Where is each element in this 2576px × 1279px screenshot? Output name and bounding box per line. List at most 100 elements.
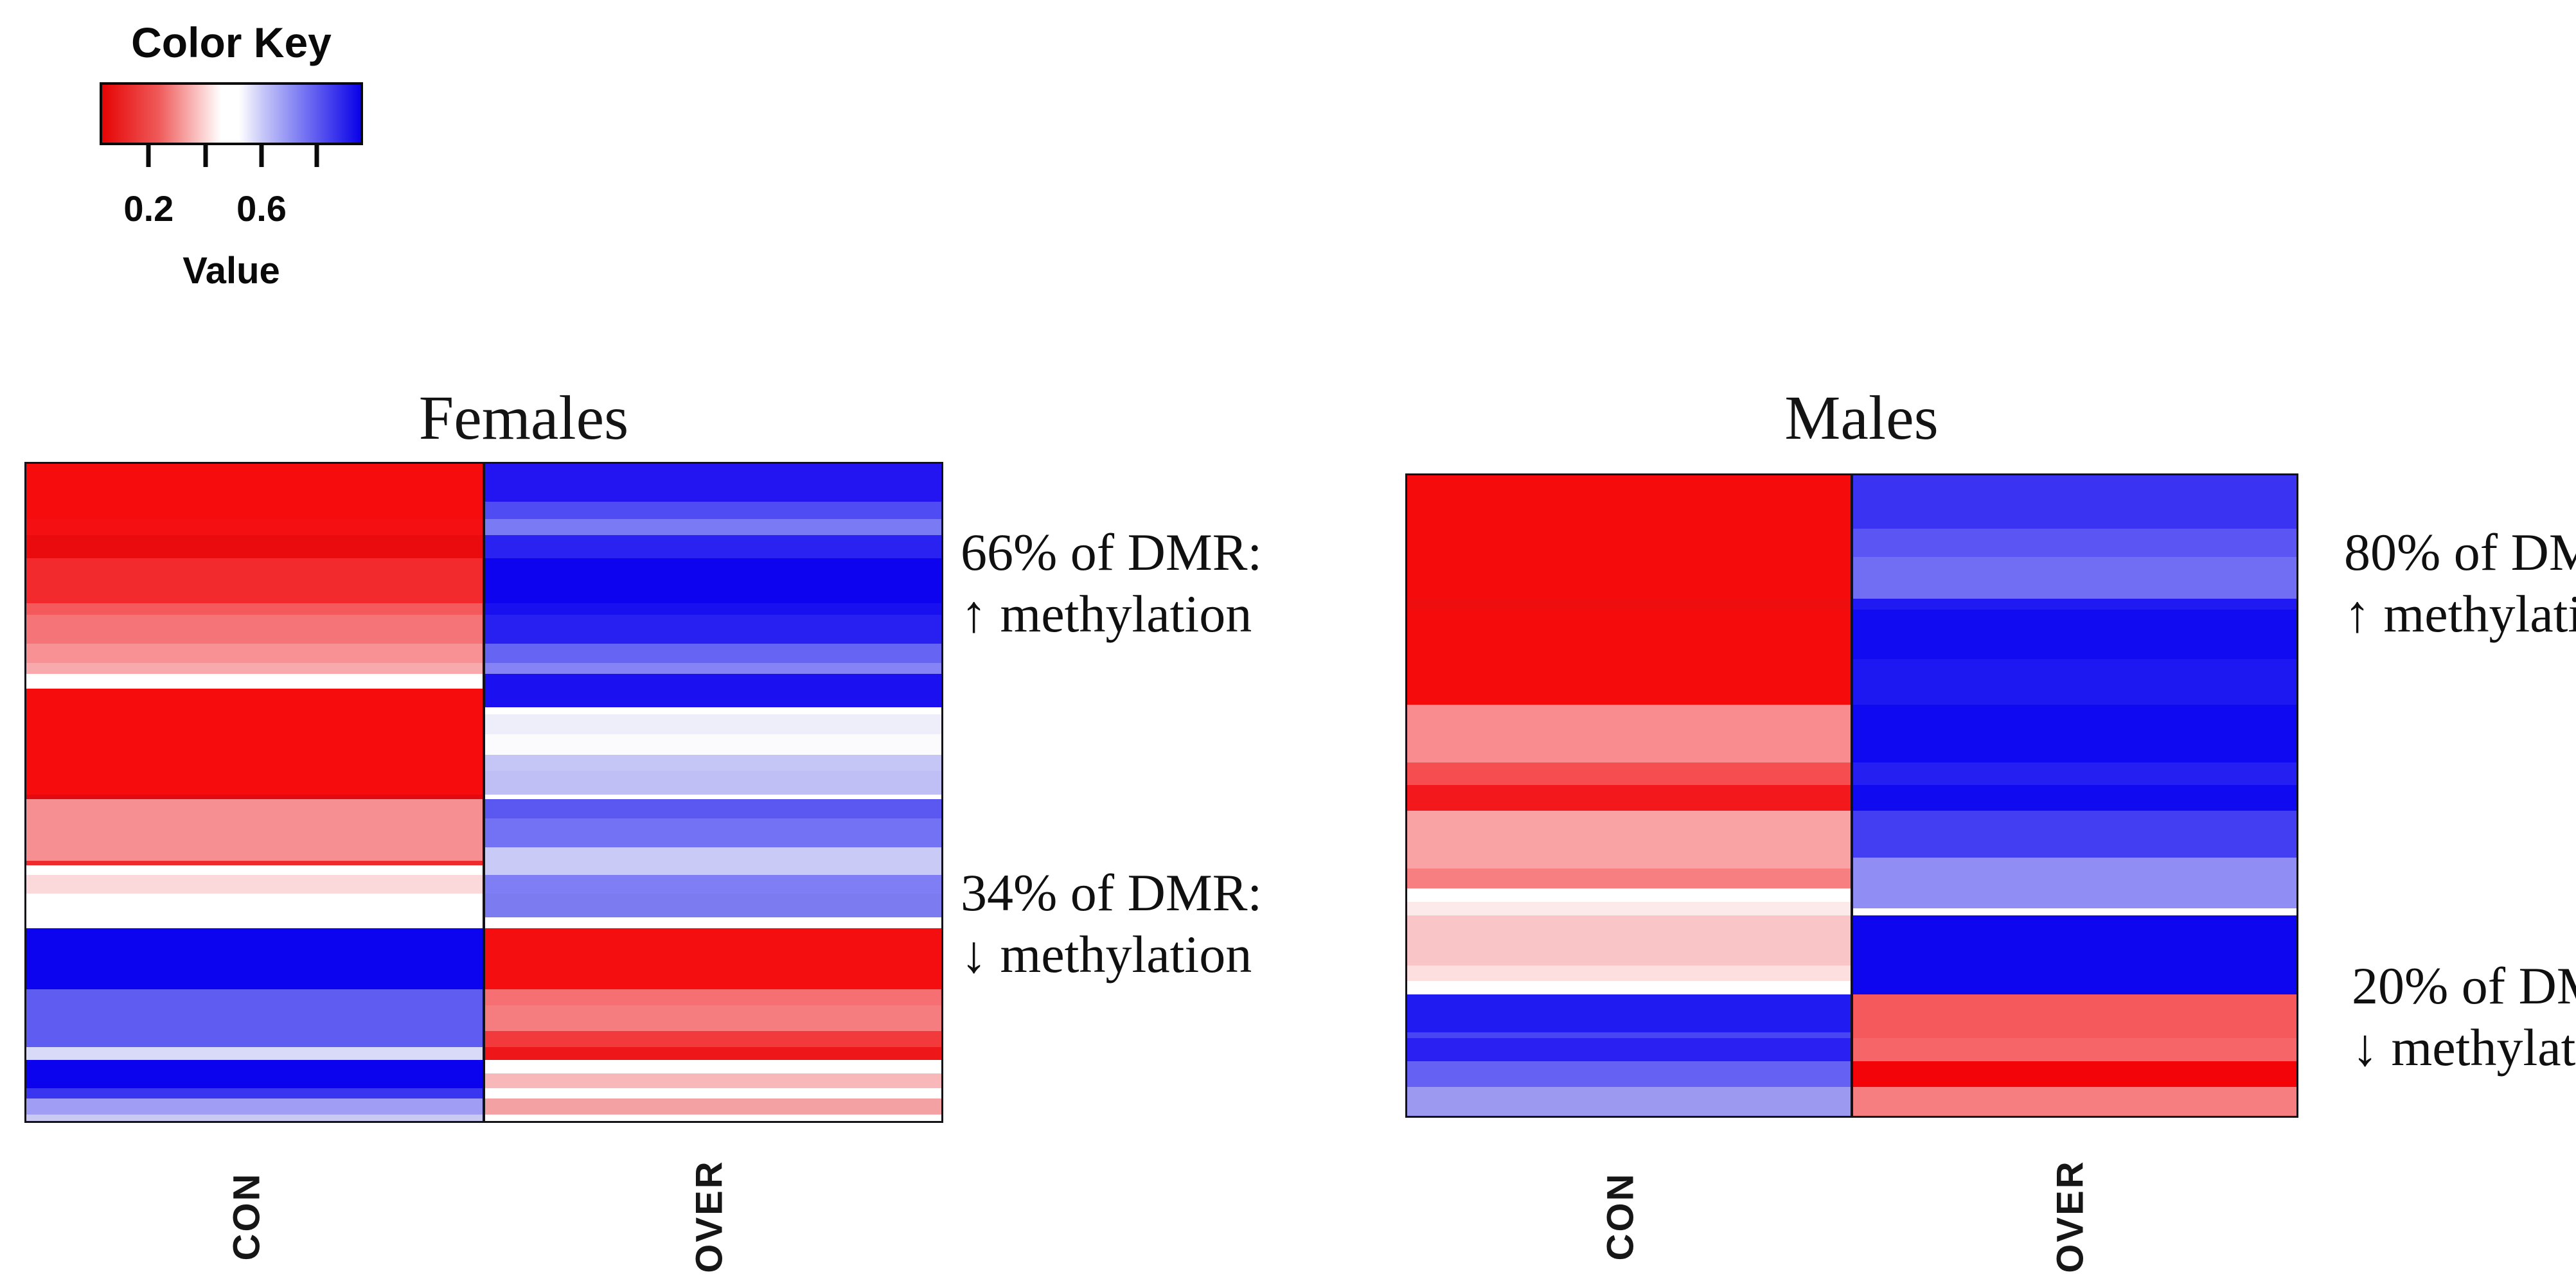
cell-over — [484, 1030, 941, 1048]
cell-con — [26, 734, 484, 755]
xaxis-label-males-over: OVER — [2049, 1159, 2092, 1273]
cell-over — [484, 558, 941, 603]
cell-over — [484, 614, 941, 644]
heatmap-row — [26, 847, 941, 861]
cell-con — [26, 1047, 484, 1061]
heatmap-row — [26, 558, 941, 603]
annotation-line: ↑ methylation — [961, 585, 1252, 643]
annotation-line: ↓ methylation — [961, 925, 1252, 984]
cell-con — [26, 1030, 484, 1048]
cell-over — [484, 674, 941, 689]
heatmap-row — [26, 714, 941, 734]
column-divider — [483, 464, 485, 1121]
heatmap-row — [1407, 658, 2296, 705]
heatmap-females — [24, 462, 943, 1123]
heatmap-row — [26, 794, 941, 799]
heatmap-row — [26, 865, 941, 875]
heatmap-row — [1407, 868, 2296, 888]
heatmap-row — [26, 1060, 941, 1073]
cell-con — [26, 558, 484, 603]
heatmap-row — [26, 707, 941, 715]
heatmap-row — [1407, 915, 2296, 966]
annotation-females-down: 34% of DMR: ↓ methylation — [961, 862, 1262, 985]
heatmap-row — [26, 1047, 941, 1061]
cell-over — [1852, 784, 2296, 811]
color-key-axis-label: Value — [182, 250, 280, 292]
heatmap-row — [1407, 858, 2296, 869]
cell-over — [1852, 475, 2296, 529]
cell-over — [1852, 915, 2296, 966]
heatmap-row — [1407, 475, 2296, 529]
colorkey-tick-label: 0.2 — [123, 188, 174, 229]
cell-con — [1407, 888, 1852, 902]
cell-con — [26, 663, 484, 675]
cell-over — [484, 688, 941, 708]
colorkey-tick — [259, 144, 264, 167]
cell-con — [26, 794, 484, 799]
heatmap-row — [26, 1030, 941, 1048]
colorkey-tick — [314, 144, 319, 167]
heatmap-row — [1407, 1037, 2296, 1062]
color-key-title: Color Key — [131, 19, 332, 66]
cell-over — [484, 798, 941, 819]
cell-over — [1852, 811, 2296, 858]
cell-over — [1852, 888, 2296, 902]
annotation-males-up: 80% of DMR: ↑ methylation — [2344, 522, 2576, 645]
heatmap-row — [26, 674, 941, 689]
cell-over — [484, 534, 941, 559]
annotation-females-up: 66% of DMR: ↑ methylation — [961, 522, 1262, 645]
cell-con — [1407, 599, 1852, 610]
colorkey-tick — [146, 144, 151, 167]
heatmap-row — [26, 917, 941, 929]
color-key-ticks — [102, 144, 360, 170]
cell-con — [26, 894, 484, 917]
colorkey-tick — [203, 144, 208, 167]
cell-over — [484, 770, 941, 795]
cell-con — [26, 519, 484, 535]
cell-over — [1852, 868, 2296, 888]
heatmap-row — [26, 874, 941, 894]
cell-con — [1407, 705, 1852, 763]
heatmap-row — [26, 928, 941, 989]
cell-con — [26, 798, 484, 819]
cell-con — [26, 1114, 484, 1122]
cell-over — [484, 874, 941, 894]
cell-con — [26, 874, 484, 894]
cell-con — [26, 1060, 484, 1073]
cell-over — [484, 894, 941, 917]
panel-title-females: Females — [418, 384, 629, 453]
color-key-tick-labels: 0.2 0.6 — [102, 188, 360, 229]
heatmap-row — [26, 519, 941, 535]
cell-con — [26, 770, 484, 795]
xaxis-label-females-over: OVER — [688, 1159, 731, 1273]
heatmap-row — [1407, 981, 2296, 994]
heatmap-row — [26, 464, 941, 502]
cell-con — [1407, 658, 1852, 705]
cell-con — [1407, 901, 1852, 908]
cell-con — [26, 614, 484, 644]
cell-over — [484, 519, 941, 535]
cell-over — [1852, 981, 2296, 994]
cell-over — [484, 1073, 941, 1089]
cell-over — [484, 818, 941, 847]
heatmap-row — [26, 603, 941, 615]
cell-con — [26, 501, 484, 520]
cell-con — [1407, 811, 1852, 858]
heatmap-row — [26, 614, 941, 644]
cell-con — [1407, 1087, 1852, 1116]
cell-con — [26, 464, 484, 502]
cell-con — [1407, 981, 1852, 994]
heatmap-row — [26, 770, 941, 795]
cell-con — [1407, 966, 1852, 982]
cell-over — [1852, 966, 2296, 982]
heatmap-row — [26, 663, 941, 675]
heatmap-row — [1407, 1087, 2296, 1116]
cell-over — [484, 1060, 941, 1073]
annotation-line: ↑ methylation — [2344, 585, 2576, 643]
heatmap-row — [26, 754, 941, 771]
cell-over — [484, 847, 941, 861]
heatmap-row — [1407, 811, 2296, 858]
heatmap-row — [1407, 994, 2296, 1032]
cell-over — [484, 1047, 941, 1061]
